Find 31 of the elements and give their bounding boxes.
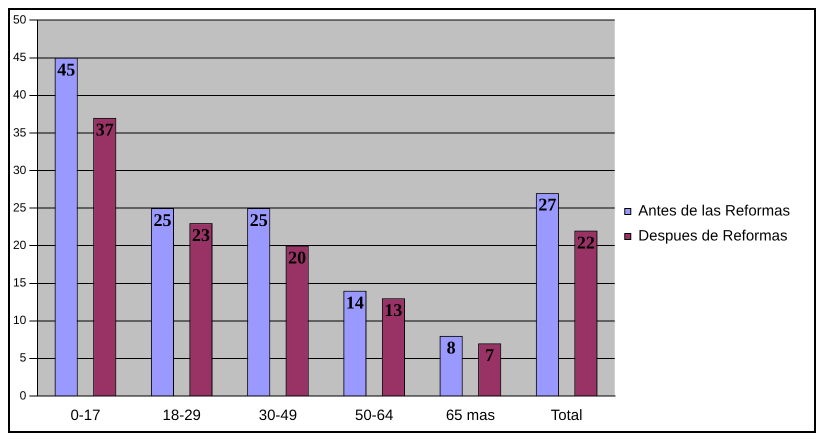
y-tick-label: 50	[12, 12, 27, 27]
data-label: 8	[446, 338, 456, 358]
x-tick-label: 18-29	[162, 407, 201, 424]
y-tick-label: 5	[20, 350, 27, 365]
data-label: 14	[346, 292, 364, 312]
data-label: 22	[576, 232, 595, 252]
y-tick-label: 15	[12, 276, 27, 290]
data-label: 45	[57, 59, 76, 80]
data-label: 23	[192, 224, 210, 245]
data-label: 7	[485, 345, 494, 366]
y-tick-label: 20	[12, 238, 27, 252]
data-label: 27	[538, 194, 556, 215]
legend-label: Antes de las Reformas	[638, 202, 790, 220]
data-label: 25	[250, 210, 268, 230]
x-tick-label: 65 mas	[446, 407, 496, 424]
y-tick-label: 45	[12, 50, 27, 64]
y-tick-label: 40	[12, 88, 27, 102]
legend-label: Despues de Reformas	[638, 228, 788, 245]
x-tick-label: 50-64	[354, 407, 394, 424]
x-tick-label: 0-17	[70, 407, 100, 424]
data-label: 25	[153, 210, 172, 230]
x-tick-label: 30-49	[258, 407, 298, 424]
y-tick-label: 0	[20, 388, 27, 402]
data-label: 13	[384, 300, 402, 320]
data-label: 37	[96, 120, 114, 140]
y-tick-label: 10	[12, 313, 27, 328]
y-tick-label: 35	[12, 125, 27, 140]
y-tick-label: 30	[12, 162, 27, 177]
x-tick-label: Total	[550, 407, 582, 424]
data-label: 20	[288, 247, 306, 268]
y-tick-label: 25	[12, 200, 27, 214]
